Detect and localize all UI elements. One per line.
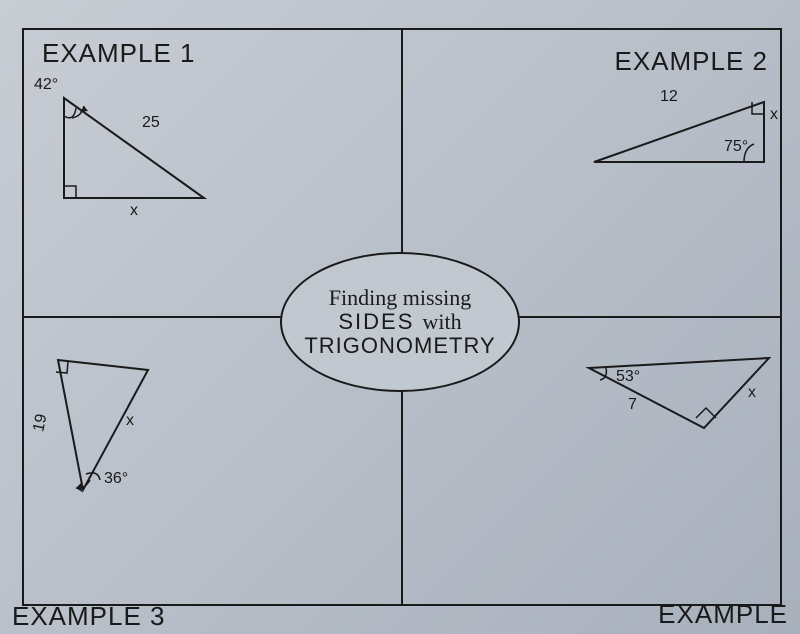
example1-angle-label: 42° [34,76,58,94]
example3-side-label: 19 [30,412,51,433]
example2-triangle [584,82,784,192]
center-line2-word2: with [423,309,462,334]
center-line2: SIDES with [338,310,461,334]
example1-triangle [34,78,234,218]
example4-side-label: 7 [628,396,637,414]
example2-heading: EXAMPLE 2 [614,46,768,77]
example4-unknown-label: x [748,384,756,402]
example2-unknown-label: x [770,106,778,124]
example4-heading: EXAMPLE [658,599,788,630]
example2-hypotenuse-label: 12 [660,88,678,106]
center-line1: Finding missing [329,286,471,310]
example1-hypotenuse-label: 25 [142,114,160,132]
example3-unknown-label: x [126,412,134,430]
example3-angle-label: 36° [104,470,128,488]
example4-angle-label: 53° [616,368,640,386]
center-title-oval: Finding missing SIDES with TRIGONOMETRY [280,252,520,392]
worksheet: EXAMPLE 1 EXAMPLE 2 EXAMPLE 3 EXAMPLE 42… [8,10,792,634]
center-line2-word1: SIDES [338,309,414,334]
center-line3: TRIGONOMETRY [304,334,495,358]
example1-heading: EXAMPLE 1 [42,38,196,69]
example3-heading: EXAMPLE 3 [12,601,166,632]
example1-unknown-label: x [130,202,138,220]
example2-angle-label: 75° [724,138,748,156]
